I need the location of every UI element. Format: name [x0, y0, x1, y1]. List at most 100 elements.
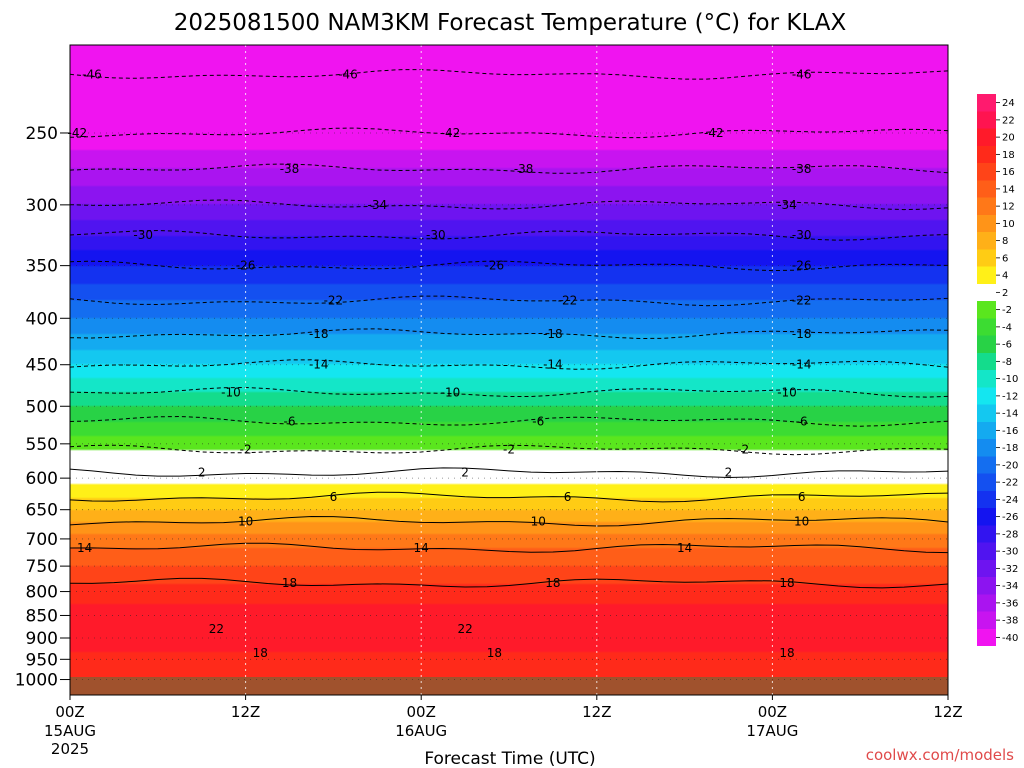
contour-label: -30: [426, 228, 446, 242]
contour-label: -30: [133, 228, 153, 242]
contour-label: 18: [253, 646, 268, 660]
contour-label: 14: [414, 541, 429, 555]
colorbar-scale: [977, 94, 996, 646]
contour-label: -34: [777, 198, 797, 212]
contour-label: -14: [792, 358, 812, 372]
y-tick-label: 600: [26, 469, 58, 489]
contour-line: [69, 491, 949, 503]
colorbar-label: 24: [1002, 98, 1015, 109]
ground-layer: [70, 677, 948, 695]
x-axis-label: Forecast Time (UTC): [424, 749, 595, 768]
y-tick-label: 350: [26, 257, 58, 277]
contour-label: 18: [779, 576, 794, 590]
y-tick-label: 800: [26, 583, 58, 603]
contour-label: 2: [198, 466, 206, 480]
y-tick-label: 650: [26, 501, 58, 521]
contour-label: -42: [441, 126, 461, 140]
y-tick-label: 450: [26, 356, 58, 376]
temperature-field: [70, 45, 948, 677]
contour-label: 6: [798, 490, 806, 504]
contour-label: -42: [704, 126, 724, 140]
contour-label: 10: [238, 514, 253, 528]
y-tick-label: 1000: [15, 671, 58, 691]
contour-lines: [69, 69, 949, 589]
contour-label: 2: [461, 466, 469, 480]
contour-label: 22: [457, 622, 472, 636]
x-tick-label: 00Z: [407, 703, 436, 721]
contour-label: -30: [792, 228, 812, 242]
colorbar-label: -28: [1002, 529, 1018, 540]
colorbar-label: -12: [1002, 391, 1018, 402]
colorbar-label: 14: [1002, 184, 1015, 195]
contour-label: -38: [792, 162, 812, 176]
y-tick-label: 750: [26, 557, 58, 577]
y-tick-label: 400: [26, 309, 58, 329]
contour-label: -14: [543, 358, 563, 372]
contour-label: -2: [737, 443, 749, 457]
contour-line: [69, 515, 949, 527]
contour-label: -10: [441, 385, 461, 399]
y-tick-label: 950: [26, 650, 58, 670]
x-tick-label: 12Z: [582, 703, 611, 721]
colorbar-label: 4: [1002, 271, 1008, 282]
contour-label: -6: [284, 414, 296, 428]
x-tick-date: 15AUG: [44, 722, 96, 740]
colorbar-label: -8: [1002, 357, 1012, 368]
contour-label: -38: [280, 162, 300, 176]
colorbar-label: -36: [1002, 598, 1018, 609]
chart-title: 2025081500 NAM3KM Forecast Temperature (…: [174, 10, 847, 36]
colorbar-label: 6: [1002, 253, 1008, 264]
contour-label: -38: [514, 162, 534, 176]
contour-label: 22: [209, 622, 224, 636]
y-tick-label: 850: [26, 606, 58, 626]
contour-label: 18: [282, 576, 297, 590]
contour-label: 14: [77, 541, 92, 555]
colorbar-label: -10: [1002, 374, 1018, 385]
contour-label: 18: [545, 576, 560, 590]
y-tick-label: 700: [26, 530, 58, 550]
colorbar: 24 22 20 18 16 14 12 10 8 6 4 2 -2 -4 -6 -8 -10 -12 -14 -16…: [977, 94, 1018, 646]
contour-label: 14: [677, 541, 692, 555]
contour-label: -6: [532, 414, 544, 428]
contour-label: -22: [792, 294, 812, 308]
y-tick-label: 550: [26, 435, 58, 455]
colorbar-label: -40: [1002, 633, 1018, 644]
contour-label: -26: [792, 259, 812, 273]
contour-label: 2: [725, 466, 733, 480]
contour-label: 6: [330, 490, 338, 504]
contour-label: -6: [796, 414, 808, 428]
contour-label: 10: [794, 514, 809, 528]
colorbar-label: 22: [1002, 115, 1015, 126]
colorbar-label: -22: [1002, 478, 1018, 489]
contour-label: -10: [221, 385, 241, 399]
contour-label: 18: [487, 646, 502, 660]
x-tick-date: 17AUG: [746, 722, 798, 740]
colorbar-label: 18: [1002, 150, 1015, 161]
colorbar-label: -18: [1002, 443, 1018, 454]
contour-label: -22: [324, 294, 344, 308]
contour-label: -2: [503, 443, 515, 457]
colorbar-label: 12: [1002, 202, 1015, 213]
colorbar-label: -16: [1002, 426, 1018, 437]
colorbar-label: -2: [1002, 305, 1012, 316]
contour-label: -42: [68, 126, 88, 140]
contour-label: -46: [338, 67, 358, 81]
colorbar-label: -30: [1002, 547, 1018, 558]
colorbar-label: 16: [1002, 167, 1015, 178]
contour-label: -26: [485, 259, 505, 273]
x-tick-label: 12Z: [231, 703, 260, 721]
colorbar-label: -6: [1002, 340, 1012, 351]
y-tick-label: 250: [26, 124, 58, 144]
colorbar-label: -38: [1002, 616, 1018, 627]
contour-label: -46: [82, 67, 102, 81]
contour-label: 6: [564, 490, 572, 504]
colorbar-label: -26: [1002, 512, 1018, 523]
contour-label: -18: [543, 327, 563, 341]
y-axis: 250 300 350 400 450 500 550 600 650 700 750 800 850 9…: [15, 124, 70, 691]
colorbar-label: -20: [1002, 460, 1018, 471]
plot-frame: [69, 44, 949, 696]
y-tick-label: 900: [26, 629, 58, 649]
contour-label: -26: [236, 259, 256, 273]
